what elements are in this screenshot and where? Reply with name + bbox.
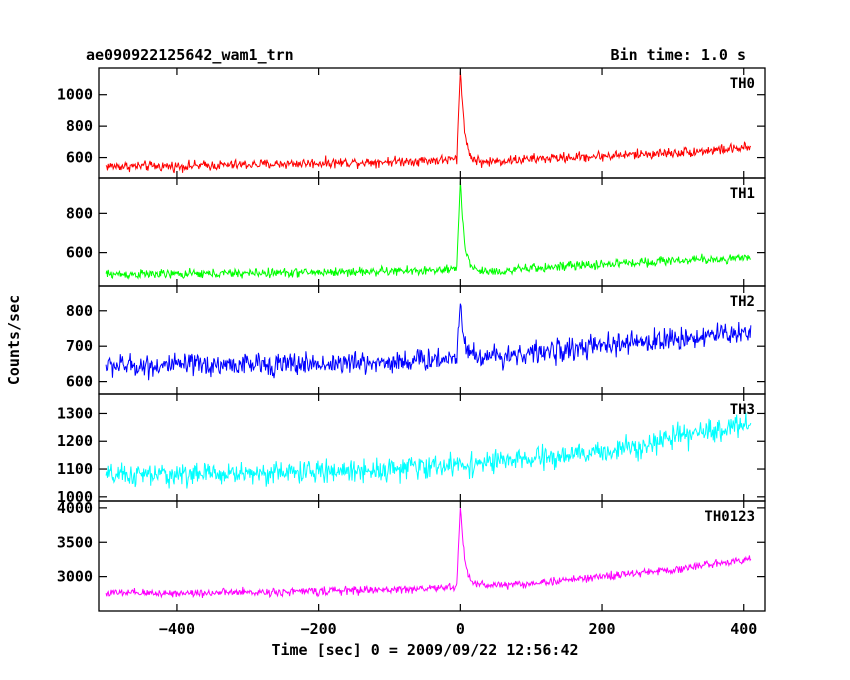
y-tick-label-th0123: 4000 [57,499,93,517]
panel-label-th1: TH1 [730,186,755,202]
x-tick-label: −400 [159,620,195,638]
chart-title: ae090922125642_wam1_trn [86,46,294,64]
panel-frame-th3 [98,393,766,502]
bin-time-label: Bin time: 1.0 s [611,46,746,64]
x-axis-label: Time [sec] 0 = 2009/09/22 12:56:42 [271,641,578,659]
series-line-th1 [105,181,751,280]
x-axis: −400 −200 0 200 400 [159,620,757,638]
y-tick-label-th0123: 3000 [57,568,93,586]
x-tick-label: 0 [456,620,465,638]
y-tick-label-th0: 1000 [57,86,93,104]
series-line-th0123 [105,507,752,599]
y-tick-label-th3: 1300 [57,404,93,422]
y-tick-label-th0: 600 [66,149,93,167]
y-axis-label: Counts/sec [5,295,23,385]
panel-frame-th0123 [98,500,766,612]
y-tick-label-th3: 1000 [57,488,93,506]
y-tick-label-th2: 600 [66,373,93,391]
panel-label-th0: TH0 [730,76,755,92]
y-tick-label-th2: 700 [66,337,93,355]
y-tick-label-th3: 1100 [57,460,93,478]
series-line-th3 [105,412,752,489]
y-tick-label-th1: 600 [66,244,93,262]
panel-label-th3: TH3 [730,402,755,418]
x-tick-label: 400 [730,620,757,638]
x-tick-label: −200 [301,620,337,638]
y-tick-label-th0: 800 [66,117,93,135]
panels-group: 600 800 1000 TH0 600 800 TH1 600 700 800 TH2 1000 11… [57,67,766,612]
y-tick-label-th3: 1200 [57,432,93,450]
x-tick-label: 200 [588,620,615,638]
series-line-th2 [105,303,752,381]
panel-label-th2: TH2 [730,294,755,310]
panel-label-th0123: TH0123 [704,509,755,525]
y-tick-label-th2: 800 [66,302,93,320]
y-tick-label-th1: 800 [66,204,93,222]
series-line-th0 [105,71,752,174]
y-tick-label-th0123: 3500 [57,533,93,551]
